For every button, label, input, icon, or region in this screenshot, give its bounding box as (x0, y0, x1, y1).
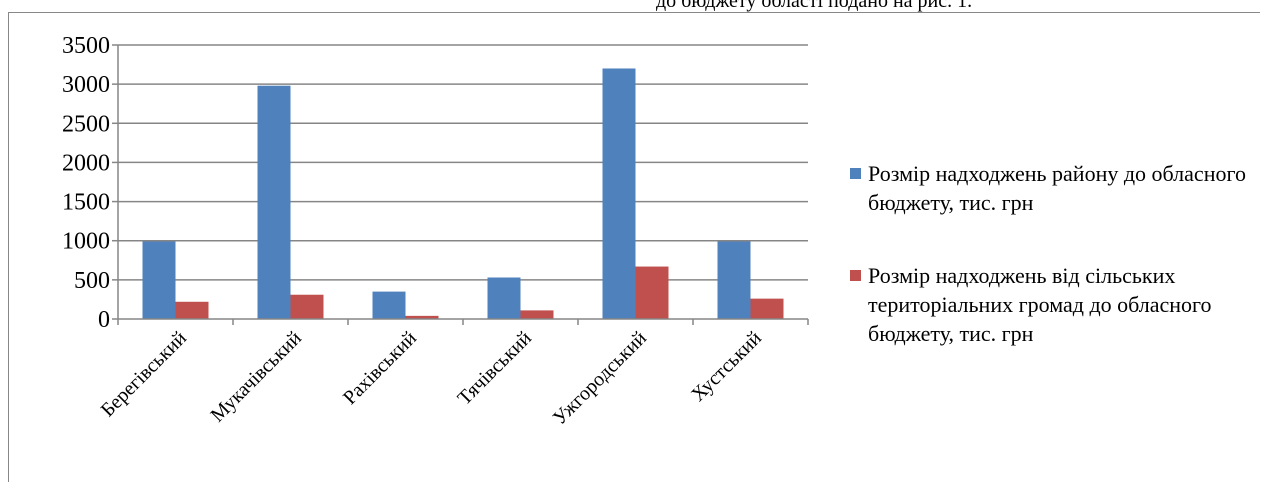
bar-communities-3 (520, 310, 554, 319)
y-tick-label: 2000 (62, 150, 110, 176)
bar-communities-2 (405, 315, 439, 319)
x-tick-label: Мукачівський (206, 327, 306, 427)
y-tick-label: 3500 (62, 33, 110, 59)
gridlines (118, 44, 808, 281)
y-tick-label: 2500 (62, 111, 110, 137)
bar-district-2 (372, 291, 406, 319)
legend-swatch-series-2 (850, 270, 861, 281)
legend-swatch-series-1 (850, 168, 861, 179)
axes (112, 44, 809, 325)
bar-district-1 (257, 85, 291, 319)
bar-communities-1 (290, 294, 324, 319)
x-tick-label: Тячівський (454, 327, 537, 410)
bar-communities-4 (635, 266, 669, 319)
x-tick-label: Берегівський (97, 327, 192, 422)
chart-frame (8, 12, 1260, 482)
x-tick-labels: Берегівський Мукачівський Рахівський Тячівс… (97, 327, 767, 429)
bar-communities-5 (750, 298, 784, 319)
bar-district-5 (717, 241, 751, 319)
bar-district-3 (487, 277, 521, 319)
legend-label-series-1: Розмір надходжень району до обласного бю… (868, 161, 1246, 215)
y-tick-label: 1000 (62, 229, 110, 255)
caption-text-fragment: до бюджету області подано на рис. 1. (656, 0, 973, 12)
y-tick-labels: 0 500 1000 1500 2000 2500 3000 3500 (62, 33, 110, 333)
y-tick-label: 3000 (62, 72, 110, 98)
bar-district-4 (602, 68, 636, 319)
x-tick-label: Рахівський (339, 327, 421, 409)
y-tick-label: 500 (74, 268, 110, 294)
x-tick-label: Ужгородський (549, 327, 651, 429)
bar-district-0 (142, 241, 176, 319)
bars (142, 68, 784, 319)
y-tick-label: 0 (98, 307, 110, 333)
bar-communities-0 (175, 301, 209, 319)
legend-label-series-2: Розмір надходжень від сільських територі… (868, 263, 1212, 346)
x-tick-label: Хустський (687, 327, 766, 406)
y-tick-label: 1500 (62, 190, 110, 216)
